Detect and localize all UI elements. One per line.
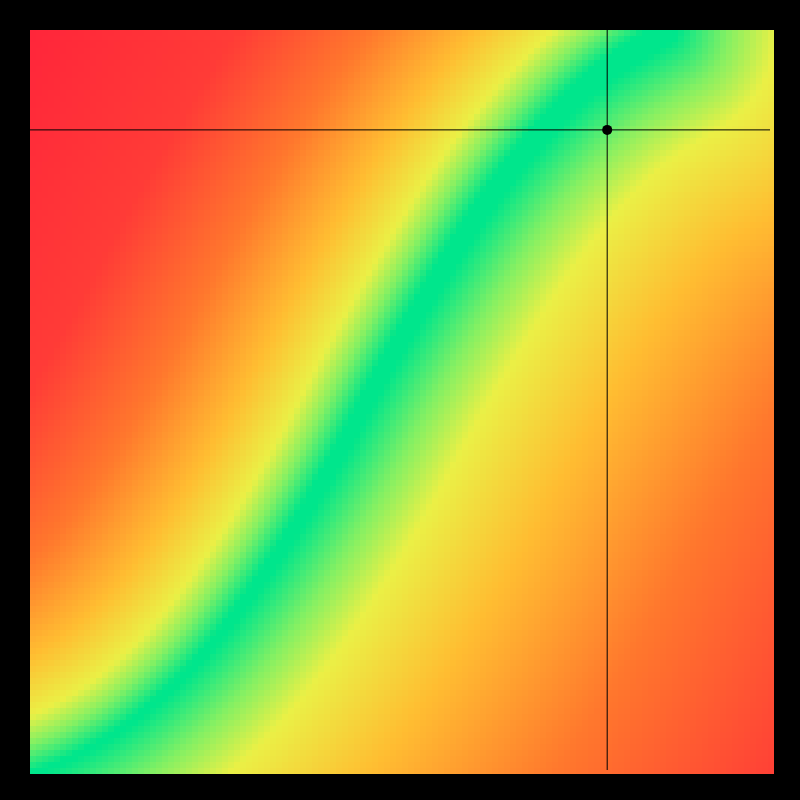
- heatmap-canvas: [0, 0, 800, 800]
